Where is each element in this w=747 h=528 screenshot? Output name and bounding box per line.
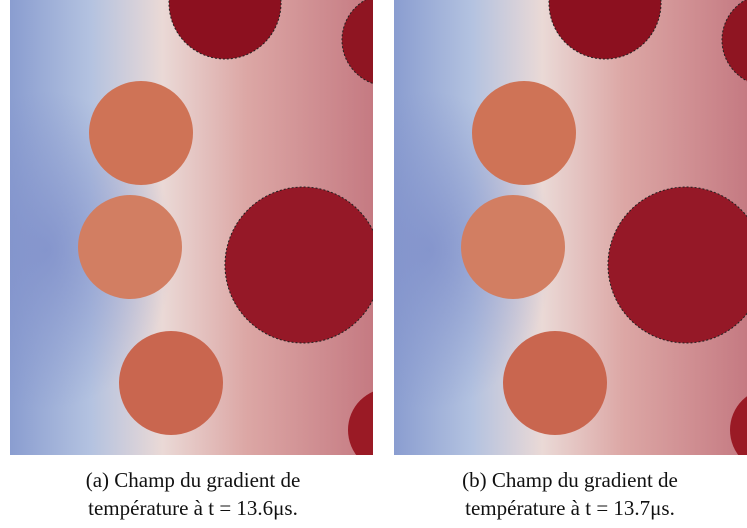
caption: (a) Champ du gradient de température à t… [85, 468, 301, 520]
caption: (b) Champ du gradient de température à t… [462, 468, 678, 520]
simulation-image-a [10, 0, 373, 455]
simulation-image-b [394, 0, 747, 455]
